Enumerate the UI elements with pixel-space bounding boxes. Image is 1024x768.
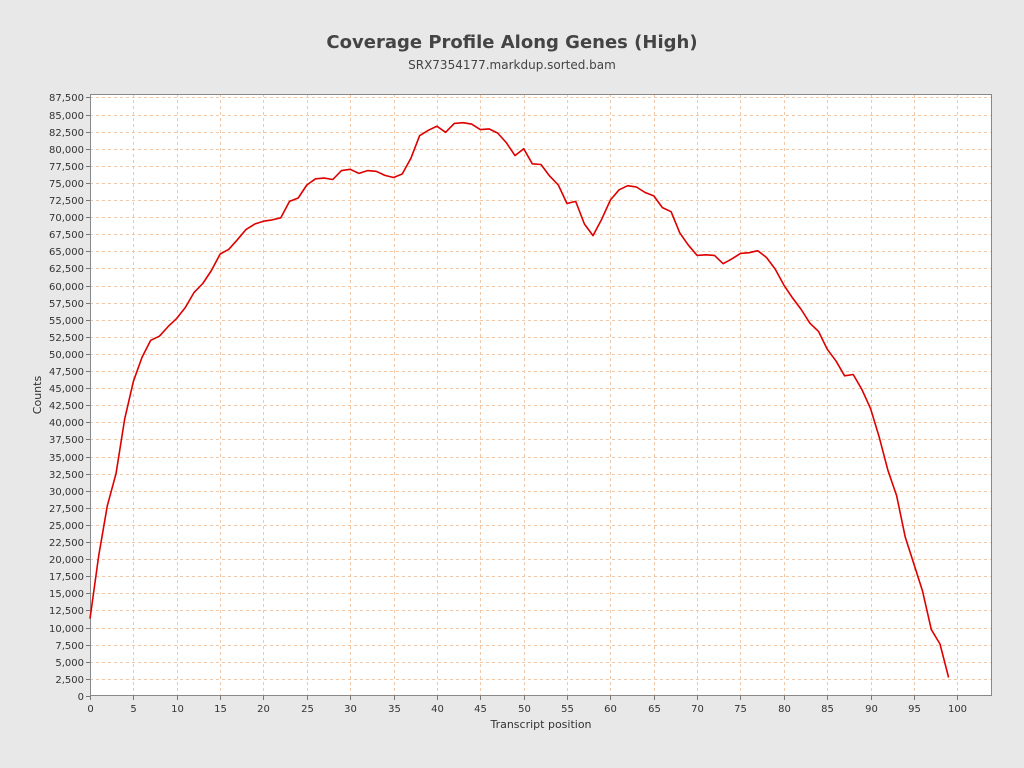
x-tick-label: 95	[908, 704, 921, 715]
y-tick-label: 60,000	[49, 282, 84, 293]
x-tick-label: 10	[171, 704, 184, 715]
y-tick-label: 82,500	[49, 128, 84, 139]
y-tick-label: 65,000	[49, 247, 84, 258]
y-tick-label: 2,500	[55, 675, 84, 686]
y-tick-label: 10,000	[49, 624, 84, 635]
y-tick-label: 77,500	[49, 162, 84, 173]
x-tick-label: 20	[257, 704, 270, 715]
x-tick-label: 55	[561, 704, 574, 715]
x-tick-label: 15	[214, 704, 227, 715]
x-tick-label: 40	[431, 704, 444, 715]
y-tick-label: 80,000	[49, 145, 84, 156]
y-tick-label: 22,500	[49, 538, 84, 549]
y-tick-label: 17,500	[49, 572, 84, 583]
y-axis: 0 2,500 5,000 7,500 10,000 12,500 15,000 17,500…	[49, 93, 90, 703]
y-tick-label: 67,500	[49, 230, 84, 241]
y-tick-label: 32,500	[49, 470, 84, 481]
y-tick-label: 25,000	[49, 521, 84, 532]
x-tick-label: 90	[865, 704, 878, 715]
x-tick-label: 35	[388, 704, 401, 715]
y-tick-label: 12,500	[49, 606, 84, 617]
chart-subtitle: SRX7354177.markdup.sorted.bam	[408, 58, 616, 72]
x-tick-label: 60	[604, 704, 617, 715]
y-axis-label: Counts	[31, 376, 44, 415]
y-tick-label: 15,000	[49, 589, 84, 600]
plot-border	[90, 94, 992, 696]
y-tick-label: 5,000	[55, 658, 84, 669]
y-tick-label: 70,000	[49, 213, 84, 224]
y-tick-label: 50,000	[49, 350, 84, 361]
x-tick-label: 65	[648, 704, 661, 715]
y-tick-label: 30,000	[49, 487, 84, 498]
y-tick-label: 45,000	[49, 384, 84, 395]
y-tick-label: 52,500	[49, 333, 84, 344]
x-tick-label: 75	[734, 704, 747, 715]
y-tick-label: 85,000	[49, 111, 84, 122]
x-tick-label: 45	[474, 704, 487, 715]
x-tick-label: 70	[691, 704, 704, 715]
grid-lines	[90, 94, 992, 696]
chart-title: Coverage Profile Along Genes (High)	[326, 32, 697, 53]
coverage-line	[89, 121, 950, 678]
y-tick-label: 87,500	[49, 93, 84, 104]
y-tick-label: 20,000	[49, 555, 84, 566]
x-tick-label: 85	[821, 704, 834, 715]
x-axis: 0 5 10 15 20 25 30 35 40 45 50 55 60 65 70 75 80 85 90 95 10…	[87, 696, 967, 715]
x-tick-label: 0	[87, 704, 93, 715]
x-axis-label: Transcript position	[489, 718, 591, 731]
x-tick-label: 80	[778, 704, 791, 715]
y-tick-label: 72,500	[49, 196, 84, 207]
y-tick-label: 75,000	[49, 179, 84, 190]
x-tick-label: 50	[518, 704, 531, 715]
plot-area	[90, 94, 992, 696]
x-tick-label: 25	[301, 704, 314, 715]
x-tick-label: 30	[344, 704, 357, 715]
y-tick-label: 40,000	[49, 418, 84, 429]
y-tick-label: 7,500	[55, 641, 84, 652]
y-tick-label: 37,500	[49, 435, 84, 446]
y-tick-label: 35,000	[49, 453, 84, 464]
x-tick-label: 5	[130, 704, 136, 715]
y-tick-label: 42,500	[49, 401, 84, 412]
y-tick-label: 0	[78, 692, 84, 703]
y-tick-label: 55,000	[49, 316, 84, 327]
y-tick-label: 62,500	[49, 264, 84, 275]
y-tick-label: 27,500	[49, 504, 84, 515]
y-tick-label: 47,500	[49, 367, 84, 378]
y-tick-label: 57,500	[49, 299, 84, 310]
x-tick-label: 100	[948, 704, 967, 715]
